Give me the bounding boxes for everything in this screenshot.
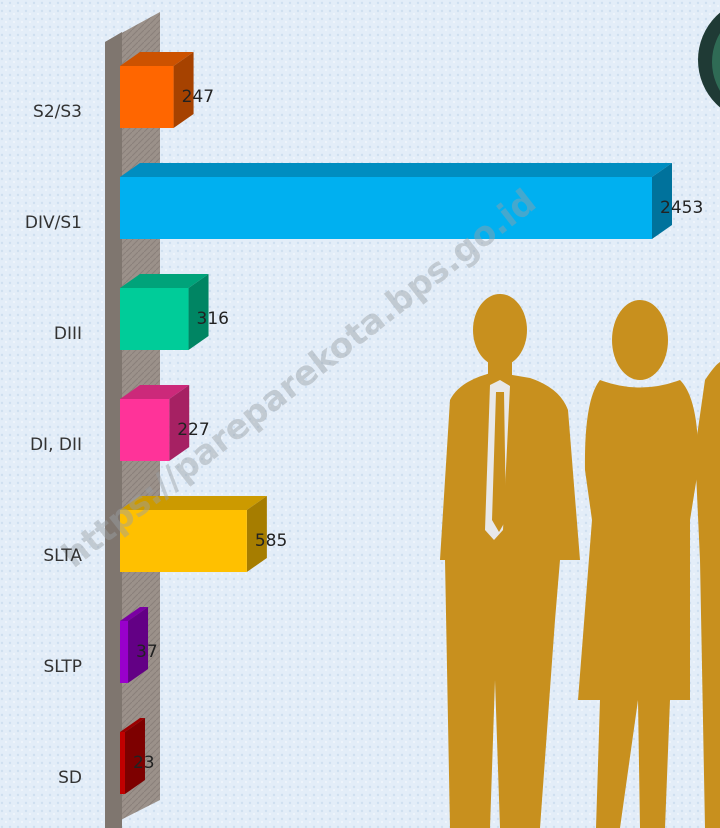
value-label: 227 bbox=[177, 420, 209, 440]
bar bbox=[120, 274, 209, 350]
value-label: 2453 bbox=[660, 198, 703, 218]
axis-pole-side bbox=[105, 32, 122, 828]
value-label: 585 bbox=[255, 531, 287, 551]
category-label: DIV/S1 bbox=[25, 213, 82, 233]
category-label: DIII bbox=[54, 324, 82, 344]
value-label: 247 bbox=[182, 87, 214, 107]
bar-front bbox=[120, 177, 652, 239]
category-label: SLTP bbox=[43, 657, 82, 677]
bar-front bbox=[120, 399, 169, 461]
chart: https://pareparekota.bps.go.id S2/S3247D… bbox=[0, 0, 720, 828]
bar-front bbox=[120, 66, 174, 128]
bar bbox=[120, 163, 672, 239]
bar-top bbox=[120, 163, 672, 177]
bar-front bbox=[120, 621, 128, 683]
value-label: 37 bbox=[136, 642, 158, 662]
category-label: SLTA bbox=[43, 546, 82, 566]
category-label: SD bbox=[58, 768, 82, 788]
page: {"chart_data": {"type": "bar", "orientat… bbox=[0, 0, 720, 828]
bar-front bbox=[120, 288, 189, 350]
value-label: 316 bbox=[197, 309, 229, 329]
bar-front bbox=[120, 732, 125, 794]
category-label: DI, DII bbox=[30, 435, 82, 455]
category-label: S2/S3 bbox=[33, 102, 82, 122]
value-label: 23 bbox=[133, 753, 155, 773]
